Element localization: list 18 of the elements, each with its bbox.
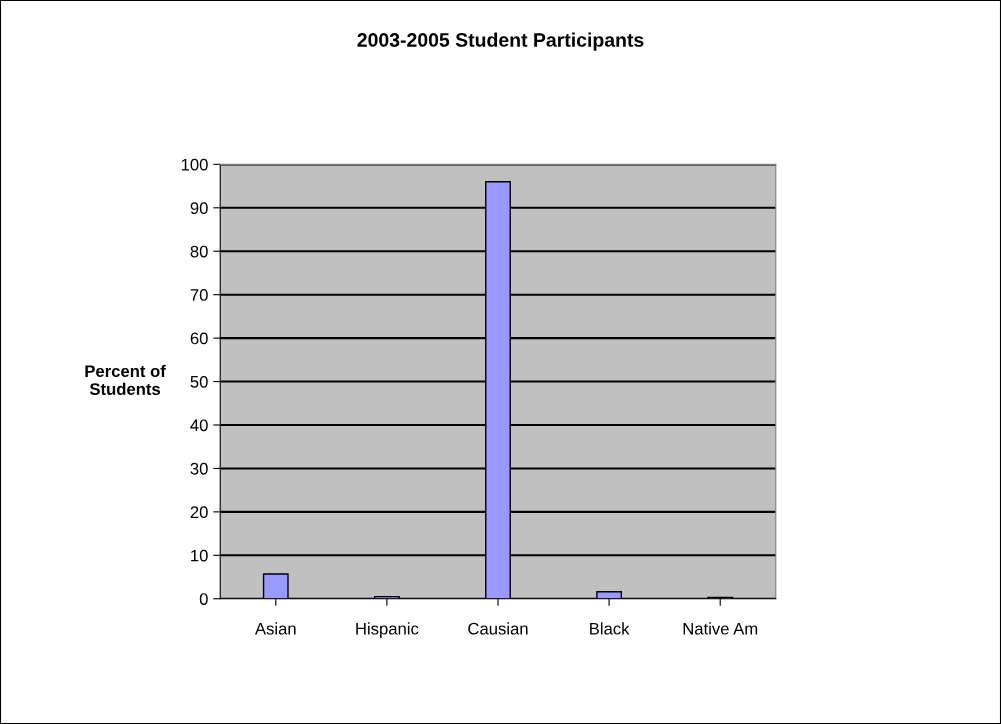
y-tick-label: 30 [190,462,208,475]
y-tick-label: 10 [191,549,208,562]
x-tick-label: Asian [254,622,296,635]
chart-title: 2003-2005 Student Participants [357,32,644,51]
y-tick-label: 20 [190,506,208,519]
x-tick-label: Causian [468,622,528,635]
y-tick-label: 90 [190,202,208,214]
y-tick-label: 60 [190,332,208,345]
y-tick-label: 70 [190,289,208,301]
y-axis-title: Percent of Students [85,364,166,395]
x-tick-label: Black [590,622,630,635]
y-tick-label: 80 [190,245,208,258]
x-tick-label: Hispanic [356,622,419,638]
y-tick-label: 0 [199,593,208,605]
y-tick-label: 100 [181,158,208,171]
y-tick-label: 50 [190,375,208,388]
x-tick-label: Native Am [683,622,758,635]
y-tick-label: 40 [190,419,208,432]
